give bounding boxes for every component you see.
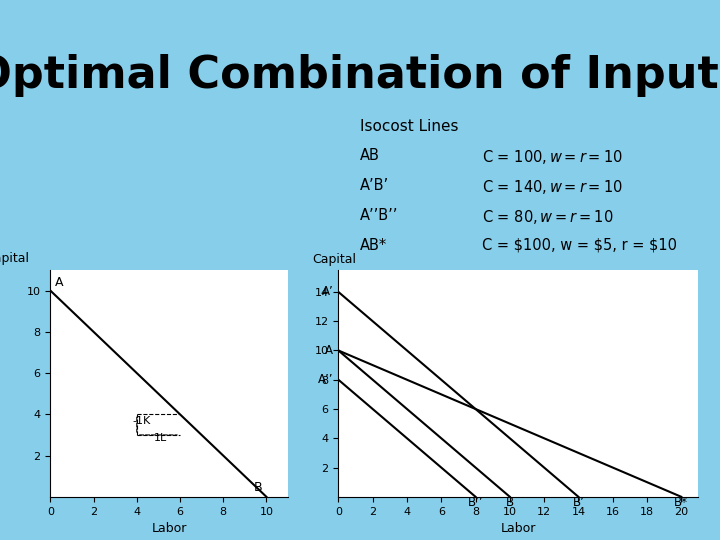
Text: A’B’: A’B’ (360, 178, 389, 193)
Text: B: B (505, 496, 514, 509)
X-axis label: Labor: Labor (500, 522, 536, 535)
Text: B: B (253, 481, 262, 494)
Text: 1L: 1L (154, 433, 167, 443)
Text: Capital: Capital (312, 253, 356, 266)
Text: A’’: A’’ (318, 373, 333, 386)
Text: C = $140, w = r = $10: C = $140, w = r = $10 (482, 178, 623, 196)
Text: A’: A’ (322, 286, 333, 299)
Text: A’’B’’: A’’B’’ (360, 208, 398, 223)
Text: A: A (325, 344, 333, 357)
Text: B’’: B’’ (468, 496, 483, 509)
Text: -1K: -1K (132, 416, 150, 426)
Text: B’: B’ (572, 496, 585, 509)
Text: A: A (55, 276, 63, 289)
Text: AB: AB (360, 148, 380, 164)
Text: C = $100, w = r = $10: C = $100, w = r = $10 (482, 148, 623, 166)
Text: C = $100, w = $5, r = $10: C = $100, w = $5, r = $10 (482, 238, 678, 253)
Text: Isocost Lines: Isocost Lines (360, 119, 459, 134)
Text: B*: B* (674, 496, 688, 509)
Text: AB*: AB* (360, 238, 387, 253)
Text: C = $80, w = r = $10: C = $80, w = r = $10 (482, 208, 614, 226)
Text: Optimal Combination of Inputs: Optimal Combination of Inputs (0, 54, 720, 97)
X-axis label: Labor: Labor (151, 522, 187, 535)
Y-axis label: Capital: Capital (0, 253, 30, 266)
